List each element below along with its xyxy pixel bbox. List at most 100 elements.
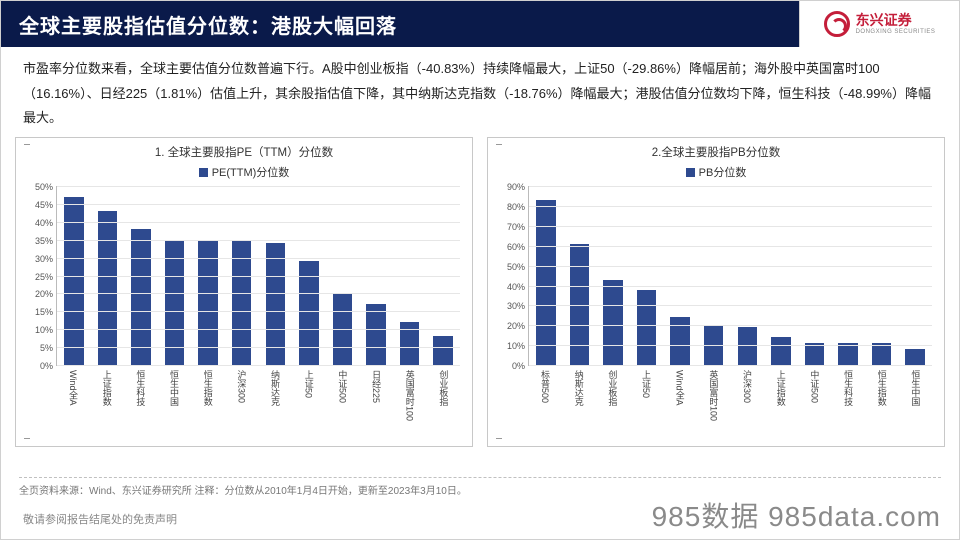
x-tick-label: 恒生指数 [191, 366, 225, 438]
x-tick-label: 纳斯达克 [562, 366, 596, 438]
y-tick-label: 45% [35, 200, 57, 210]
y-tick-label: 70% [507, 222, 529, 232]
y-tick-label: 10% [35, 325, 57, 335]
y-tick-label: 60% [507, 242, 529, 252]
gridline: 50% [57, 186, 460, 187]
gridline: 40% [57, 222, 460, 223]
gridline: 15% [57, 311, 460, 312]
x-tick-label: Wind全A [56, 366, 90, 438]
gridline: 30% [529, 305, 932, 306]
bar-slot [563, 186, 597, 365]
x-tick-label: 上证50 [292, 366, 326, 438]
bar-slot [798, 186, 832, 365]
disclaimer-text: 敬请参阅报告结尾处的免责声明 [23, 511, 177, 527]
x-tick-label: 上证指数 [90, 366, 124, 438]
gridline: 0% [57, 365, 460, 366]
gridline: 70% [529, 226, 932, 227]
charts-row: 1. 全球主要股指PE（TTM）分位数 PE(TTM)分位数 0% 5% 10% 15… [1, 137, 959, 447]
bar [872, 343, 891, 365]
gridline: 60% [529, 246, 932, 247]
bar-slot [630, 186, 664, 365]
legend-color-icon [686, 168, 695, 177]
chart1-legend: PE(TTM)分位数 [24, 164, 464, 180]
y-tick-label: 40% [35, 218, 57, 228]
x-tick-label: 中证500 [797, 366, 831, 438]
bar-slot [898, 186, 932, 365]
slide-page: 全球主要股指估值分位数：港股大幅回落 东兴证券 DONGXING SECURIT… [0, 0, 960, 540]
gridline: 5% [57, 347, 460, 348]
x-tick-label: 上证指数 [764, 366, 798, 438]
y-tick-label: 20% [507, 321, 529, 331]
chart2-title: 2.全球主要股指PB分位数 [496, 144, 936, 160]
chart-pb: 2.全球主要股指PB分位数 PB分位数 0%10%20%30%40%50%60%… [487, 137, 945, 447]
x-tick-label: 恒生指数 [865, 366, 899, 438]
bar [738, 327, 757, 365]
gridline: 10% [57, 329, 460, 330]
bar [366, 304, 385, 365]
bar-slot [831, 186, 865, 365]
bar [131, 229, 150, 365]
x-tick-label: 纳斯达克 [258, 366, 292, 438]
y-tick-label: 80% [507, 202, 529, 212]
bar [637, 290, 656, 366]
gridline: 35% [57, 240, 460, 241]
gridline: 25% [57, 276, 460, 277]
y-tick-label: 50% [507, 262, 529, 272]
x-tick-label: 恒生科技 [123, 366, 157, 438]
watermark-text: 985数据 985data.com [652, 495, 941, 535]
y-tick-label: 25% [35, 272, 57, 282]
bar-slot [764, 186, 798, 365]
y-tick-label: 40% [507, 282, 529, 292]
bar [771, 337, 790, 365]
y-tick-label: 20% [35, 289, 57, 299]
x-tick-label: 英国富时100 [393, 366, 427, 438]
y-tick-label: 90% [507, 182, 529, 192]
gridline: 80% [529, 206, 932, 207]
gridline: 20% [57, 293, 460, 294]
bar-slot [529, 186, 563, 365]
bar [299, 261, 318, 365]
x-tick-label: 上证50 [629, 366, 663, 438]
chart1-plot: 0%5%10%15%20%25%30%35%40%45%50% [56, 186, 460, 366]
y-tick-label: 5% [40, 343, 57, 353]
bar [838, 343, 857, 365]
chart2-legend-label: PB分位数 [699, 167, 747, 179]
logo-text-wrap: 东兴证券 DONGXING SECURITIES [856, 13, 936, 34]
chart1-title: 1. 全球主要股指PE（TTM）分位数 [24, 144, 464, 160]
logo-text: 东兴证券 [856, 13, 936, 28]
chart2-legend: PB分位数 [496, 164, 936, 180]
gridline: 30% [57, 258, 460, 259]
x-tick-label: 创业板指 [595, 366, 629, 438]
x-tick-label: 恒生中国 [157, 366, 191, 438]
y-tick-label: 50% [35, 182, 57, 192]
x-tick-label: 沪深300 [730, 366, 764, 438]
bar [536, 200, 555, 365]
bar-slot [697, 186, 731, 365]
chart-pe-ttm: 1. 全球主要股指PE（TTM）分位数 PE(TTM)分位数 0% 5% 10% 15… [15, 137, 473, 447]
y-tick-label: 30% [507, 301, 529, 311]
bar-slot [596, 186, 630, 365]
chart2-x-labels: 标普500纳斯达克创业板指上证50Wind全A英国富时100沪深300上证指数中… [528, 366, 932, 438]
x-tick-label: 英国富时100 [696, 366, 730, 438]
x-tick-label: 日经225 [359, 366, 393, 438]
bar [805, 343, 824, 365]
bar [905, 349, 924, 365]
bar [98, 211, 117, 365]
gridline: 10% [529, 345, 932, 346]
y-tick-label: 0% [40, 361, 57, 371]
chart2-bars [529, 186, 932, 365]
gridline: 50% [529, 266, 932, 267]
x-tick-label: 创业板指 [426, 366, 460, 438]
header-bar: 全球主要股指估值分位数：港股大幅回落 东兴证券 DONGXING SECURIT… [1, 1, 959, 47]
chart2-plot: 0%10%20%30%40%50%60%70%80%90% [528, 186, 932, 366]
gridline: 40% [529, 286, 932, 287]
description-text: 市盈率分位数来看，全球主要估值分位数普遍下行。A股中创业板指（-40.83%）持… [1, 47, 959, 137]
x-tick-label: 标普500 [528, 366, 562, 438]
company-logo: 东兴证券 DONGXING SECURITIES [799, 1, 959, 47]
chart1-x-labels: Wind全A上证指数恒生科技恒生中国恒生指数沪深300纳斯达克上证50中证500… [56, 366, 460, 438]
y-tick-label: 35% [35, 236, 57, 246]
source-note: 全页资料来源：Wind、东兴证券研究所 注释：分位数从2010年1月4日开始，更… [19, 477, 941, 497]
bar-slot [663, 186, 697, 365]
bar-slot [730, 186, 764, 365]
y-tick-label: 10% [507, 341, 529, 351]
